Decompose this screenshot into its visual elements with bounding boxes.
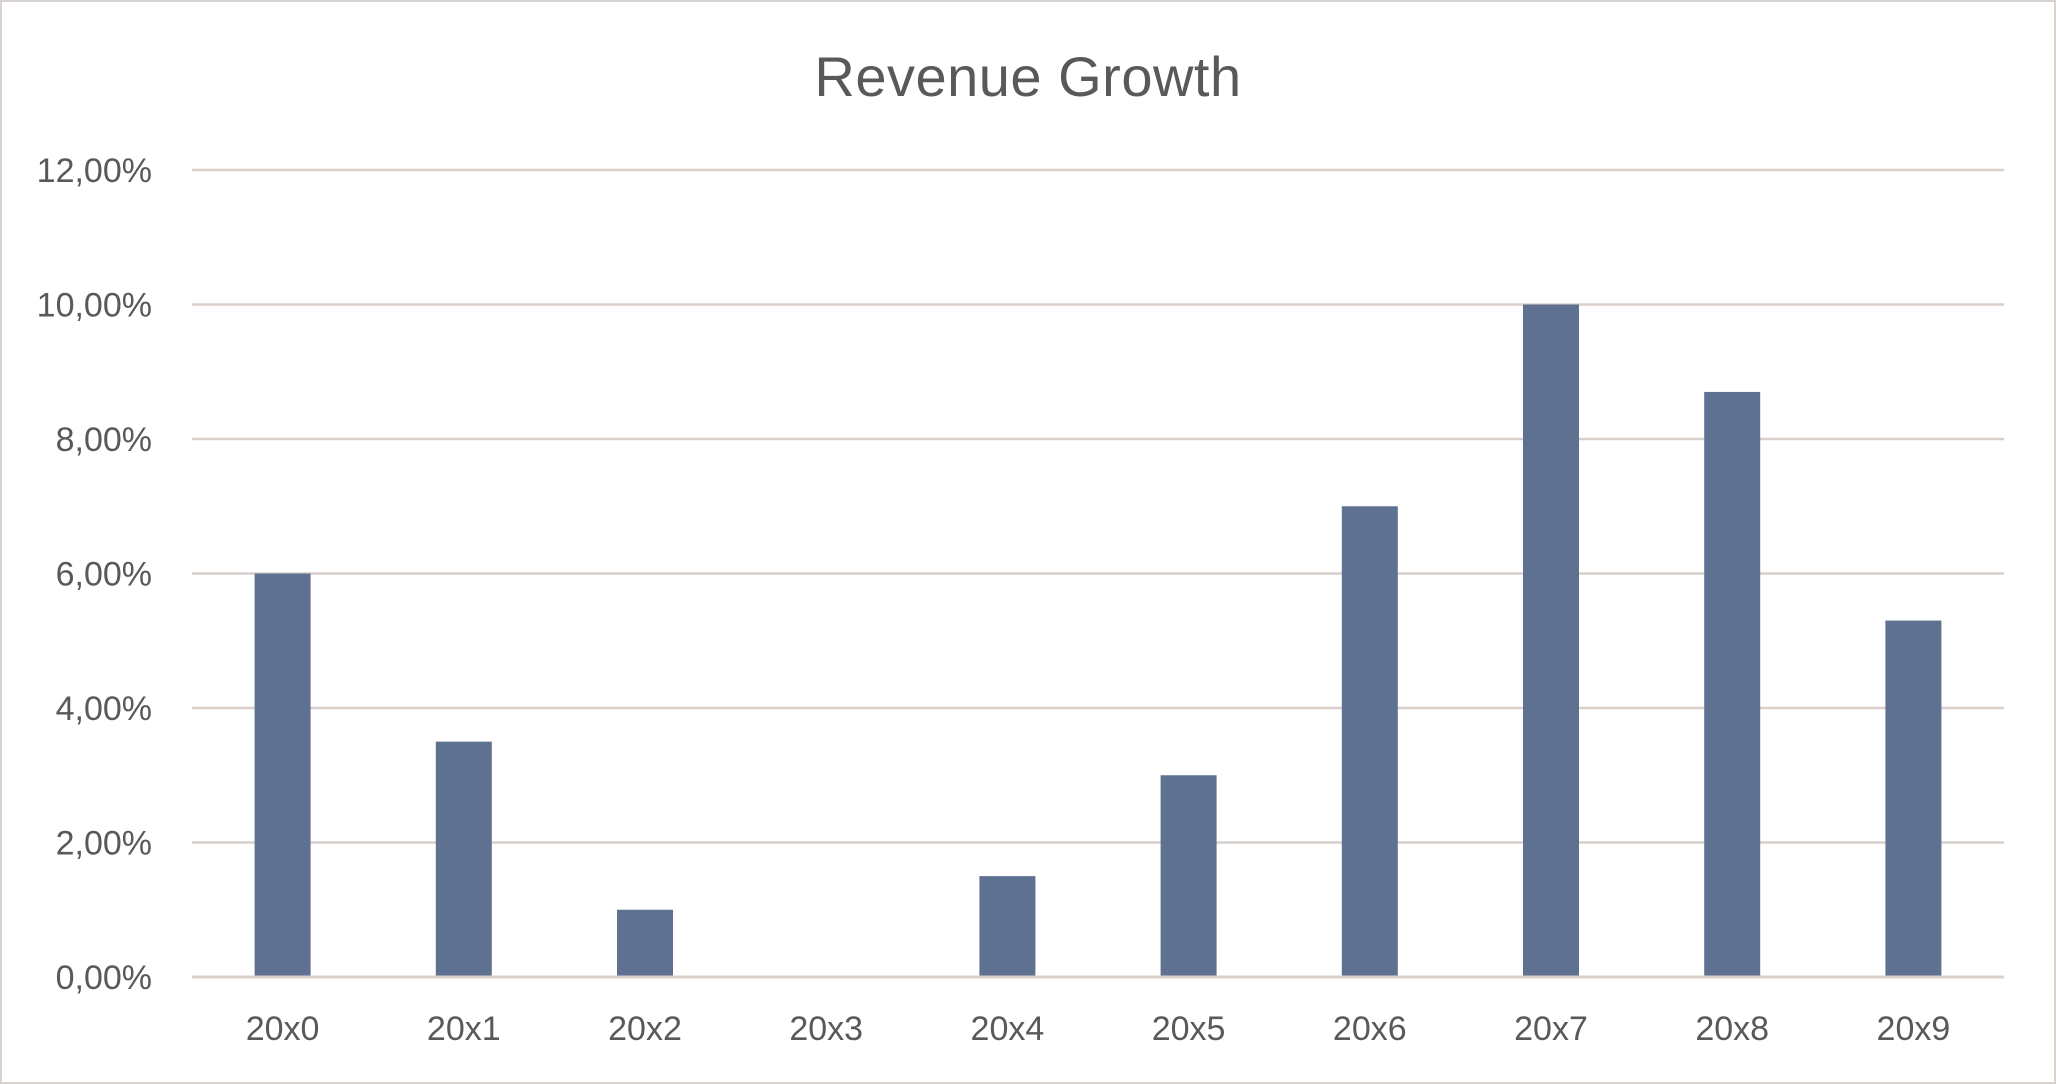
y-tick-label: 8,00% <box>56 421 152 459</box>
chart-title: Revenue Growth <box>814 45 1242 108</box>
x-tick-label: 20x7 <box>1514 1010 1588 1048</box>
x-tick-label: 20x8 <box>1695 1010 1769 1048</box>
x-tick-label: 20x2 <box>608 1010 682 1048</box>
y-tick-label: 12,00% <box>37 152 152 190</box>
y-tick-label: 10,00% <box>37 287 152 325</box>
bar-20x1 <box>435 741 492 977</box>
bar-20x9 <box>1885 620 1942 977</box>
bar-20x4 <box>979 876 1036 977</box>
x-tick-label: 20x1 <box>427 1010 501 1048</box>
bar-20x0 <box>254 573 311 977</box>
x-tick-label: 20x4 <box>971 1010 1045 1048</box>
bar-20x6 <box>1341 506 1398 977</box>
bar-20x7 <box>1523 304 1579 977</box>
bar-20x2 <box>617 909 673 977</box>
x-tick-label: 20x0 <box>246 1010 320 1048</box>
y-tick-label: 2,00% <box>56 825 152 863</box>
y-tick-label: 0,00% <box>56 959 152 997</box>
bar-20x5 <box>1160 775 1217 977</box>
y-tick-label: 4,00% <box>56 690 152 728</box>
x-tick-label: 20x5 <box>1152 1010 1226 1048</box>
x-tick-label: 20x9 <box>1877 1010 1951 1048</box>
y-tick-label: 6,00% <box>56 556 152 594</box>
x-tick-label: 20x3 <box>789 1010 863 1048</box>
x-tick-label: 20x6 <box>1333 1010 1407 1048</box>
bar-20x8 <box>1704 391 1761 977</box>
